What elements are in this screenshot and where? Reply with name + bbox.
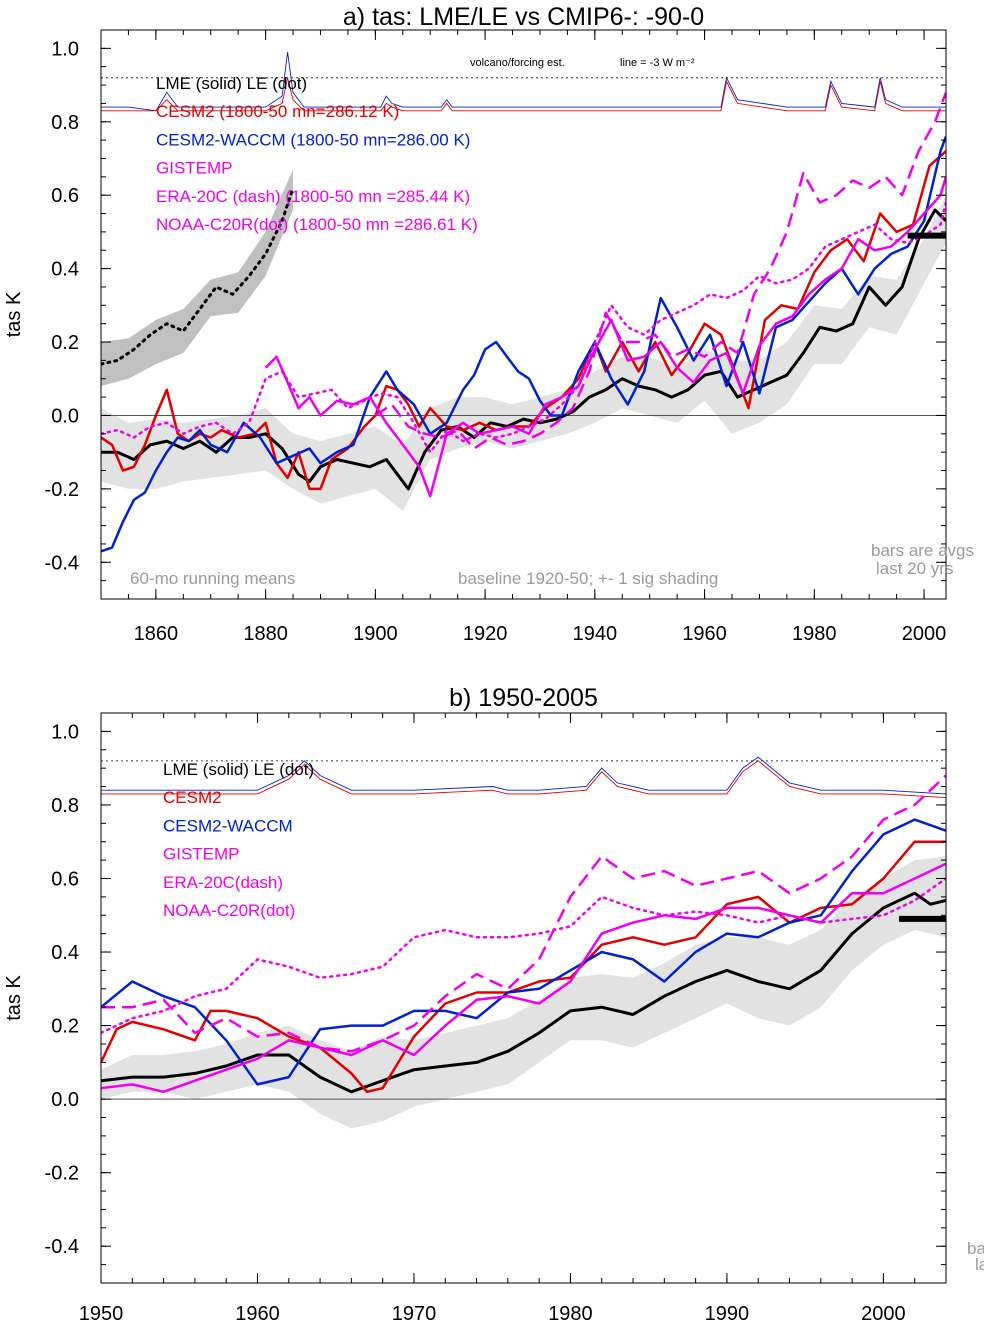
- y-tick-label: 0.6: [51, 868, 79, 890]
- shading-band: [101, 169, 293, 387]
- legend-entry: NOAA-C20R(dot) (1800-50 mn =286.61 K): [156, 215, 478, 234]
- y-tick-label: -0.2: [45, 1163, 79, 1185]
- bars-note: last 20 yrs: [975, 1255, 984, 1274]
- x-tick-label: 2000: [861, 1303, 906, 1325]
- legend-entry: GISTEMP: [163, 845, 240, 864]
- x-tick-label: 1920: [463, 623, 508, 645]
- x-tick-label: 2000: [902, 623, 947, 645]
- series-line-lme: [101, 208, 946, 491]
- y-axis-label: tas K: [3, 975, 25, 1021]
- forcing-trace: [101, 760, 946, 799]
- x-tick-label: 1980: [792, 623, 837, 645]
- chart-title: b) 1950-2005: [449, 684, 598, 712]
- legend-entry: ERA-20C(dash): [163, 873, 283, 892]
- series-line-cesm2: [101, 150, 946, 491]
- series-line-noaa-c20r: [101, 201, 946, 454]
- x-tick-label: 1970: [392, 1303, 437, 1325]
- y-tick-label: 1.0: [51, 38, 79, 60]
- legend-entry: GISTEMP: [156, 159, 233, 178]
- y-tick-label: 0.2: [51, 1016, 79, 1038]
- forcing-trace: [101, 51, 946, 112]
- x-tick-label: 1950: [79, 1303, 124, 1325]
- y-tick-label: 0.6: [51, 185, 79, 207]
- forcing-trace: [101, 756, 946, 795]
- y-tick-label: 0.2: [51, 332, 79, 354]
- series-line-le: [101, 186, 295, 366]
- shading-band: [101, 856, 946, 1129]
- series-line-cesm2-waccm: [101, 136, 946, 553]
- legend-entry: LME (solid) LE (dot): [163, 760, 314, 779]
- y-tick-label: -0.2: [45, 479, 79, 501]
- x-tick-label: 1940: [573, 623, 618, 645]
- y-tick-label: -0.4: [45, 1236, 79, 1258]
- legend-entry: CESM2-WACCM: [163, 816, 293, 835]
- y-tick-label: 0.8: [51, 112, 79, 134]
- plot-frame: [100, 712, 947, 1284]
- bars-note: bars are avgs: [967, 1239, 984, 1258]
- legend-entry: CESM2-WACCM (1800-50 mn=286.00 K): [156, 130, 470, 149]
- x-tick-label: 1980: [548, 1303, 593, 1325]
- forcing-trace: [101, 77, 946, 112]
- plot-frame: [100, 29, 947, 600]
- bars-note: bars are avgs: [871, 541, 974, 560]
- y-tick-label: 0.8: [51, 795, 79, 817]
- legend-entry: NOAA-C20R(dot): [163, 901, 295, 920]
- x-tick-label: 1960: [682, 623, 727, 645]
- running-mean-note: 60-mo running means: [130, 569, 295, 588]
- x-tick-label: 1880: [243, 623, 288, 645]
- baseline-note: baseline 1920-50; +- 1 sig shading: [458, 569, 718, 588]
- y-tick-label: 0.0: [51, 405, 79, 427]
- legend-entry: CESM2 (1800-50 mn=286.12 K): [156, 102, 399, 121]
- y-axis-label: tas K: [3, 291, 25, 337]
- y-tick-label: 0.4: [51, 942, 79, 964]
- series-line-lme: [101, 891, 946, 1094]
- x-tick-label: 1960: [235, 1303, 280, 1325]
- y-tick-label: -0.4: [45, 552, 79, 574]
- panel-b: -0.4 -0.2 0.0 0.2 0.4 0.6 0.8 1.0 1950 1960 1970 19…: [3, 684, 947, 1325]
- legend-entry: CESM2: [163, 788, 222, 807]
- x-tick-label: 1990: [705, 1303, 750, 1325]
- forcing-scale-label: line = -3 W m⁻²: [620, 57, 695, 69]
- x-tick-label: 1860: [134, 623, 179, 645]
- bars-note: last 20 yrs: [876, 559, 953, 578]
- y-tick-label: 0.0: [51, 1089, 79, 1111]
- x-tick-label: 1900: [353, 623, 398, 645]
- legend-entry: ERA-20C (dash) (1800-50 mn =285.44 K): [156, 187, 470, 206]
- y-tick-label: 0.4: [51, 259, 79, 281]
- plot-area: [101, 51, 946, 553]
- series-line-noaa-c20r: [101, 877, 946, 1035]
- y-tick-label: 1.0: [51, 721, 79, 743]
- plot-area: [101, 756, 946, 1129]
- series-line-era-20c: [101, 774, 946, 1053]
- chart-title: a) tas: LME/LE vs CMIP6-: -90-0: [343, 3, 704, 31]
- volcano-label: volcano/forcing est.: [470, 57, 565, 69]
- shading-band: [101, 195, 946, 511]
- legend-entry: LME (solid) LE (dot): [156, 74, 307, 93]
- series-line-era-20c: [374, 91, 946, 450]
- panel-a: -0.4 -0.2 0.0 0.2 0.4 0.6 0.8 1.0 1860 1880 1900 19…: [3, 3, 947, 645]
